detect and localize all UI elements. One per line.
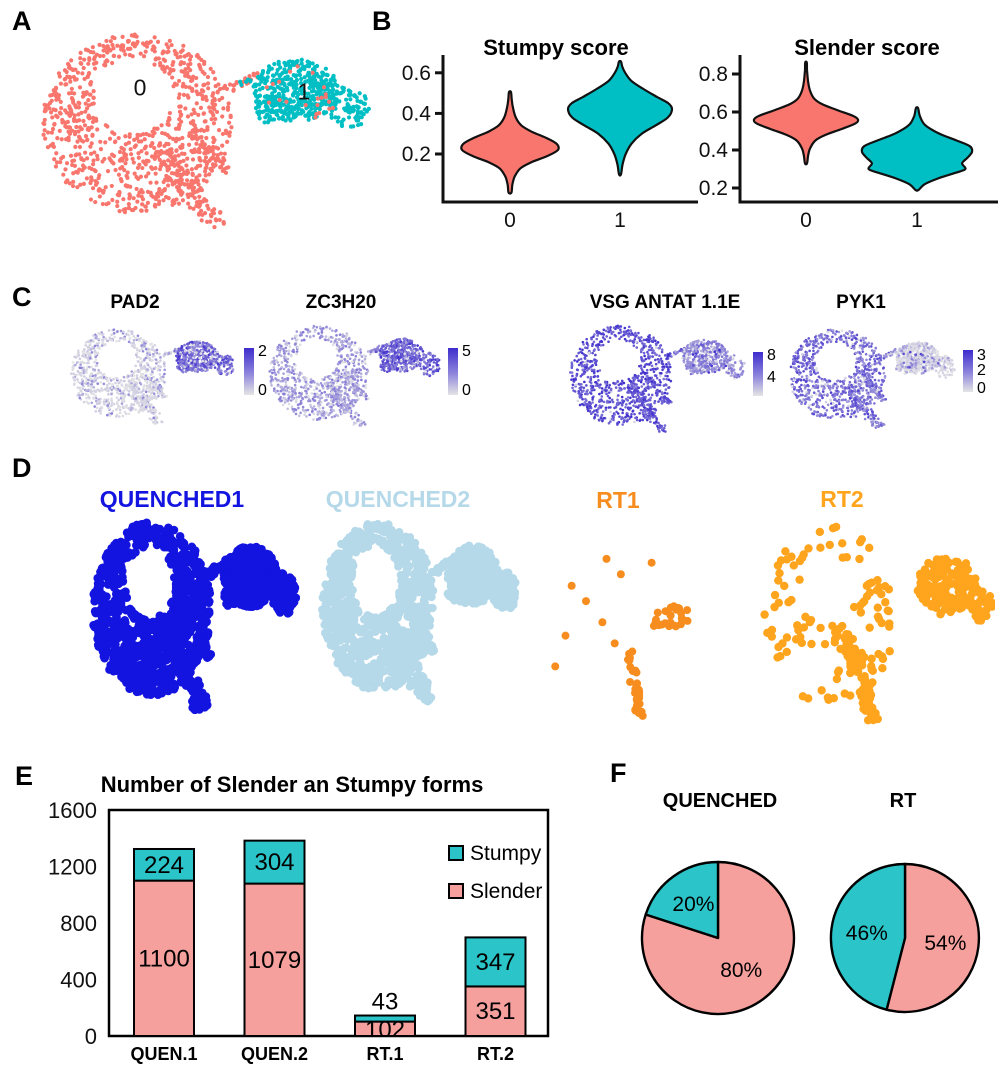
pie-label-slender: 54% [924,932,966,955]
panel-label-e: E [15,761,34,791]
feature-plot-vsg [563,322,748,438]
svg-text:QUEN.2: QUEN.2 [241,1044,308,1064]
sample-title-quenched2: QUENCHED2 [325,486,471,512]
svg-text:1: 1 [614,209,626,232]
svg-text:1200: 1200 [48,855,97,880]
panel-label-c: C [12,282,32,312]
colorbar-vsg-antat-1-1e [753,352,763,396]
pie-charts: 80% 20% 54% 46% [640,860,981,1016]
bar-stumpy-QUEN.2 [243,839,306,885]
violin-title-slender: Slender score [794,35,940,60]
pie-label-stumpy: 20% [672,893,714,916]
colorbar-tick: 0 [462,382,471,400]
colorbar-tick: 2 [977,362,986,379]
sample-plot-quenched2 [315,516,520,712]
feature-title-vsg: VSG ANTAT 1.1E [589,292,741,313]
colorbar-tick: 8 [767,347,776,365]
violin-1 [860,106,974,192]
svg-text:800: 800 [60,911,97,936]
svg-text:0.8: 0.8 [699,63,728,86]
svg-text:0.2: 0.2 [699,177,728,200]
colorbar-tick: 5 [462,342,471,360]
sample-plot-rt1 [545,532,750,724]
pie-slice-rt-stumpy [829,862,907,1011]
svg-text:0.4: 0.4 [699,139,729,162]
violin-plots: 0.2 0.4 0.6 0 1 0.2 0.4 0.6 0.8 0 1 [402,55,998,232]
svg-text:347: 347 [475,949,515,976]
cluster-0-label: 0 [133,74,147,101]
svg-text:1079: 1079 [248,947,301,974]
svg-text:0: 0 [504,209,516,232]
bar-slender-RT.2 [464,985,527,1038]
svg-text:RT.2: RT.2 [477,1044,514,1064]
colorbar-pyk1 [963,350,973,392]
svg-text:QUEN.1: QUEN.1 [130,1044,197,1064]
colorbar-tick: 0 [258,382,267,400]
bar-slender-QUEN.1 [133,879,195,1037]
pie-title-rt: RT [889,790,917,812]
sample-title-rt2: RT2 [820,486,864,512]
svg-text:1600: 1600 [48,798,97,823]
panel-label-d: D [12,453,32,483]
colorbar-tick: 2 [258,342,267,360]
svg-text:1: 1 [911,209,923,232]
feature-plot-zc3h20 [263,322,443,432]
bar-stumpy-QUEN.1 [133,847,195,882]
svg-text:102: 102 [365,1017,405,1044]
pie-slice-rt-slender [885,862,981,1014]
feature-title-zc3h20: ZC3H20 [305,292,377,313]
pie-label-stumpy: 46% [846,922,888,945]
panel-label-f: F [610,758,627,788]
legend-label-slender: Slender [470,880,542,903]
panel-label-b: B [372,6,392,36]
legend-swatch-slender [448,883,464,899]
violin-plot-slender-score: 0.2 0.4 0.6 0.8 0 1 [699,55,998,232]
svg-text:0: 0 [800,209,812,232]
bar-stumpy-RT.1 [354,1014,416,1023]
legend-swatch-stumpy [448,845,464,861]
violin-plot-stumpy-score: 0.2 0.4 0.6 0 1 [402,55,698,232]
bar-slender-QUEN.2 [243,882,306,1037]
feature-plot-pyk1 [783,326,958,432]
pie-title-quenched: QUENCHED [662,790,778,812]
violin-title-stumpy: Stumpy score [483,35,629,60]
panel-label-a: A [12,6,32,36]
svg-text:0.6: 0.6 [402,62,431,85]
violin-1 [566,59,674,177]
svg-text:RT.1: RT.1 [366,1044,403,1064]
feature-title-pyk1: PYK1 [836,292,886,313]
stacked-bar-chart: 0 400 800 1200 1600 224 1100 304 1079 102 347 351 QU… [48,798,550,1064]
svg-text:0.2: 0.2 [402,143,431,166]
colorbar-zc3h20 [448,348,458,395]
colorbar-tick: 4 [767,369,776,387]
svg-text:304: 304 [254,849,294,876]
legend-label-stumpy: Stumpy [470,842,542,865]
violin-0 [752,60,860,166]
bar-chart-title: Number of Slender an Stumpy forms [100,772,484,797]
sample-title-rt1: RT1 [596,487,640,513]
violin-0 [460,90,560,195]
colorbar-pad2 [244,348,254,395]
colorbar-tick: 0 [977,379,986,397]
pie-label-slender: 80% [720,959,762,982]
sample-plot-rt2 [755,520,995,727]
sample-plot-quenched1 [85,516,300,718]
cluster-1-label: 1 [297,78,311,105]
svg-text:0.6: 0.6 [699,101,728,124]
svg-text:400: 400 [60,968,97,993]
svg-text:0.4: 0.4 [402,102,432,125]
sample-title-quenched1: QUENCHED1 [99,486,245,512]
feature-title-pad2: PAD2 [110,292,160,313]
svg-text:0: 0 [85,1024,97,1049]
svg-text:351: 351 [475,998,515,1025]
bar-stumpy-RT.2 [464,936,527,988]
pie-slice-quenched-stumpy [644,860,720,940]
svg-text:1100: 1100 [138,945,190,972]
svg-text:43: 43 [372,989,399,1016]
feature-plot-pad2 [65,326,237,428]
colorbar-tick: 3 [977,347,986,365]
umap-cluster-plot [30,28,375,236]
svg-text:224: 224 [144,852,184,879]
